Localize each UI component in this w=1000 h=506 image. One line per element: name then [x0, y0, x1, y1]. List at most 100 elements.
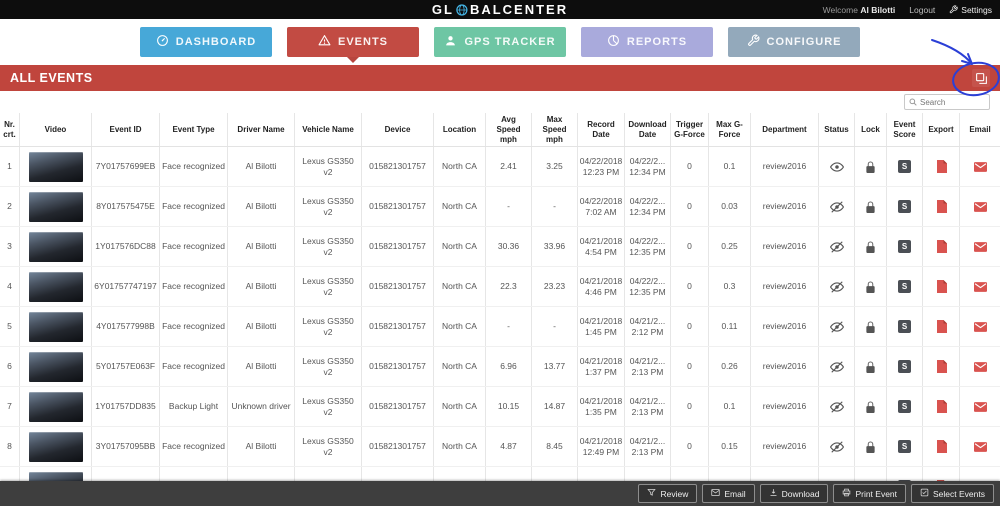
video-thumbnail[interactable] — [28, 271, 83, 302]
department: review2016 — [751, 307, 819, 346]
status-hidden-icon[interactable] — [829, 440, 844, 453]
email-icon[interactable] — [973, 321, 987, 332]
status-hidden-icon[interactable] — [829, 240, 844, 253]
avg-speed: 4.87 — [486, 427, 532, 466]
column-header[interactable]: Event Type — [160, 113, 228, 146]
wrench-icon — [949, 5, 958, 14]
email-icon[interactable] — [973, 201, 987, 212]
export-pdf-icon[interactable] — [936, 360, 947, 373]
column-header[interactable]: Trigger G-Force — [671, 113, 709, 146]
select-events-button[interactable]: Select Events — [911, 484, 994, 503]
status-hidden-icon[interactable] — [829, 280, 844, 293]
export-pdf-icon[interactable] — [936, 240, 947, 253]
print-event-button[interactable]: Print Event — [833, 484, 907, 503]
column-header[interactable]: Event ID — [92, 113, 160, 146]
status-hidden-icon[interactable] — [829, 400, 844, 413]
lock-icon[interactable] — [865, 441, 876, 453]
department: review2016 — [751, 147, 819, 186]
video-thumbnail[interactable] — [28, 231, 83, 262]
export-pdf-icon[interactable] — [936, 200, 947, 213]
event-score-icon[interactable]: S — [898, 400, 911, 413]
column-header[interactable]: Email — [969, 124, 991, 134]
driver-name: Al Bilotti — [228, 147, 295, 186]
column-header[interactable]: Record Date — [578, 113, 625, 146]
record-date: 04/21/2018 4:54 PM — [578, 227, 625, 266]
video-thumbnail[interactable] — [28, 151, 83, 182]
column-header[interactable]: Max Speed mph — [532, 113, 578, 146]
status-visible-icon[interactable] — [829, 161, 844, 173]
column-header[interactable]: Vehicle Name — [295, 113, 362, 146]
email-icon[interactable] — [973, 361, 987, 372]
row-number: 3 — [0, 227, 20, 266]
tab-configure[interactable]: CONFIGURE — [728, 27, 860, 57]
column-header[interactable]: Download Date — [625, 113, 671, 146]
event-score-icon[interactable]: S — [898, 200, 911, 213]
device-id: 015821301757 — [362, 307, 434, 346]
review-button[interactable]: Review — [638, 484, 698, 503]
video-thumbnail[interactable] — [28, 351, 83, 382]
column-header[interactable]: Max G-Force — [709, 113, 751, 146]
event-score-icon[interactable]: S — [898, 320, 911, 333]
event-score-icon[interactable]: S — [898, 440, 911, 453]
event-score-icon[interactable]: S — [898, 160, 911, 173]
column-header[interactable]: Export — [923, 113, 960, 146]
event-id: 8Y017575475E — [92, 187, 160, 226]
lock-icon[interactable] — [865, 161, 876, 173]
status-hidden-icon[interactable] — [829, 200, 844, 213]
export-pdf-icon[interactable] — [936, 440, 947, 453]
row-number: 4 — [0, 267, 20, 306]
video-thumbnail[interactable] — [28, 191, 83, 222]
event-score-icon[interactable]: S — [898, 280, 911, 293]
email-button[interactable]: Email — [702, 484, 755, 503]
column-header[interactable]: Avg Speed mph — [486, 113, 532, 146]
lock-icon[interactable] — [865, 321, 876, 333]
lock-icon[interactable] — [865, 361, 876, 373]
settings-button[interactable]: Settings — [949, 5, 992, 15]
tab-events[interactable]: EVENTS — [287, 27, 419, 63]
download-date: 04/21/2... 2:13 PM — [625, 347, 671, 386]
column-header[interactable]: Lock — [855, 113, 887, 146]
email-icon[interactable] — [973, 401, 987, 412]
video-thumbnail[interactable] — [28, 431, 83, 462]
event-score-icon[interactable]: S — [898, 240, 911, 253]
export-pdf-icon[interactable] — [936, 400, 947, 413]
video-thumbnail[interactable] — [28, 311, 83, 342]
export-pdf-icon[interactable] — [936, 160, 947, 173]
video-cell — [20, 227, 92, 266]
search-input[interactable] — [920, 97, 985, 107]
email-icon[interactable] — [973, 241, 987, 252]
column-header[interactable]: Status — [819, 113, 855, 146]
status-hidden-icon[interactable] — [829, 360, 844, 373]
video-thumbnail[interactable] — [28, 391, 83, 422]
tab-dashboard[interactable]: DASHBOARD — [140, 27, 272, 57]
tab-reports[interactable]: REPORTS — [581, 27, 713, 57]
export-pdf-icon[interactable] — [936, 280, 947, 293]
column-header[interactable]: Event Score — [887, 113, 923, 146]
export-events-icon[interactable] — [972, 69, 990, 87]
status-hidden-icon[interactable] — [829, 320, 844, 333]
lock-icon[interactable] — [865, 201, 876, 213]
event-score-cell: S — [887, 227, 923, 266]
download-button[interactable]: Download — [759, 484, 829, 503]
lock-icon[interactable] — [865, 241, 876, 253]
column-header[interactable]: Department — [751, 113, 819, 146]
lock-icon[interactable] — [865, 281, 876, 293]
email-icon[interactable] — [973, 441, 987, 452]
logout-link[interactable]: Logout — [909, 4, 936, 15]
record-date: 04/21/2018 1:37 PM — [578, 347, 625, 386]
email-icon[interactable] — [973, 281, 987, 292]
column-header[interactable]: Nr. crt. — [0, 113, 20, 146]
event-score-icon[interactable]: S — [898, 360, 911, 373]
event-score-cell: S — [887, 347, 923, 386]
column-header[interactable]: Device — [362, 113, 434, 146]
app-logo: GL BALCENTER — [432, 2, 568, 17]
column-header[interactable]: Video — [20, 113, 92, 146]
column-header[interactable]: Location — [434, 113, 486, 146]
search-box[interactable] — [904, 94, 990, 110]
column-header[interactable]: Driver Name — [228, 113, 295, 146]
export-pdf-icon[interactable] — [936, 320, 947, 333]
tab-gps-tracker[interactable]: GPS TRACKER — [434, 27, 566, 57]
lock-icon[interactable] — [865, 401, 876, 413]
vehicle-name: Lexus GS350 v2 — [295, 307, 362, 346]
email-icon[interactable] — [973, 161, 987, 172]
